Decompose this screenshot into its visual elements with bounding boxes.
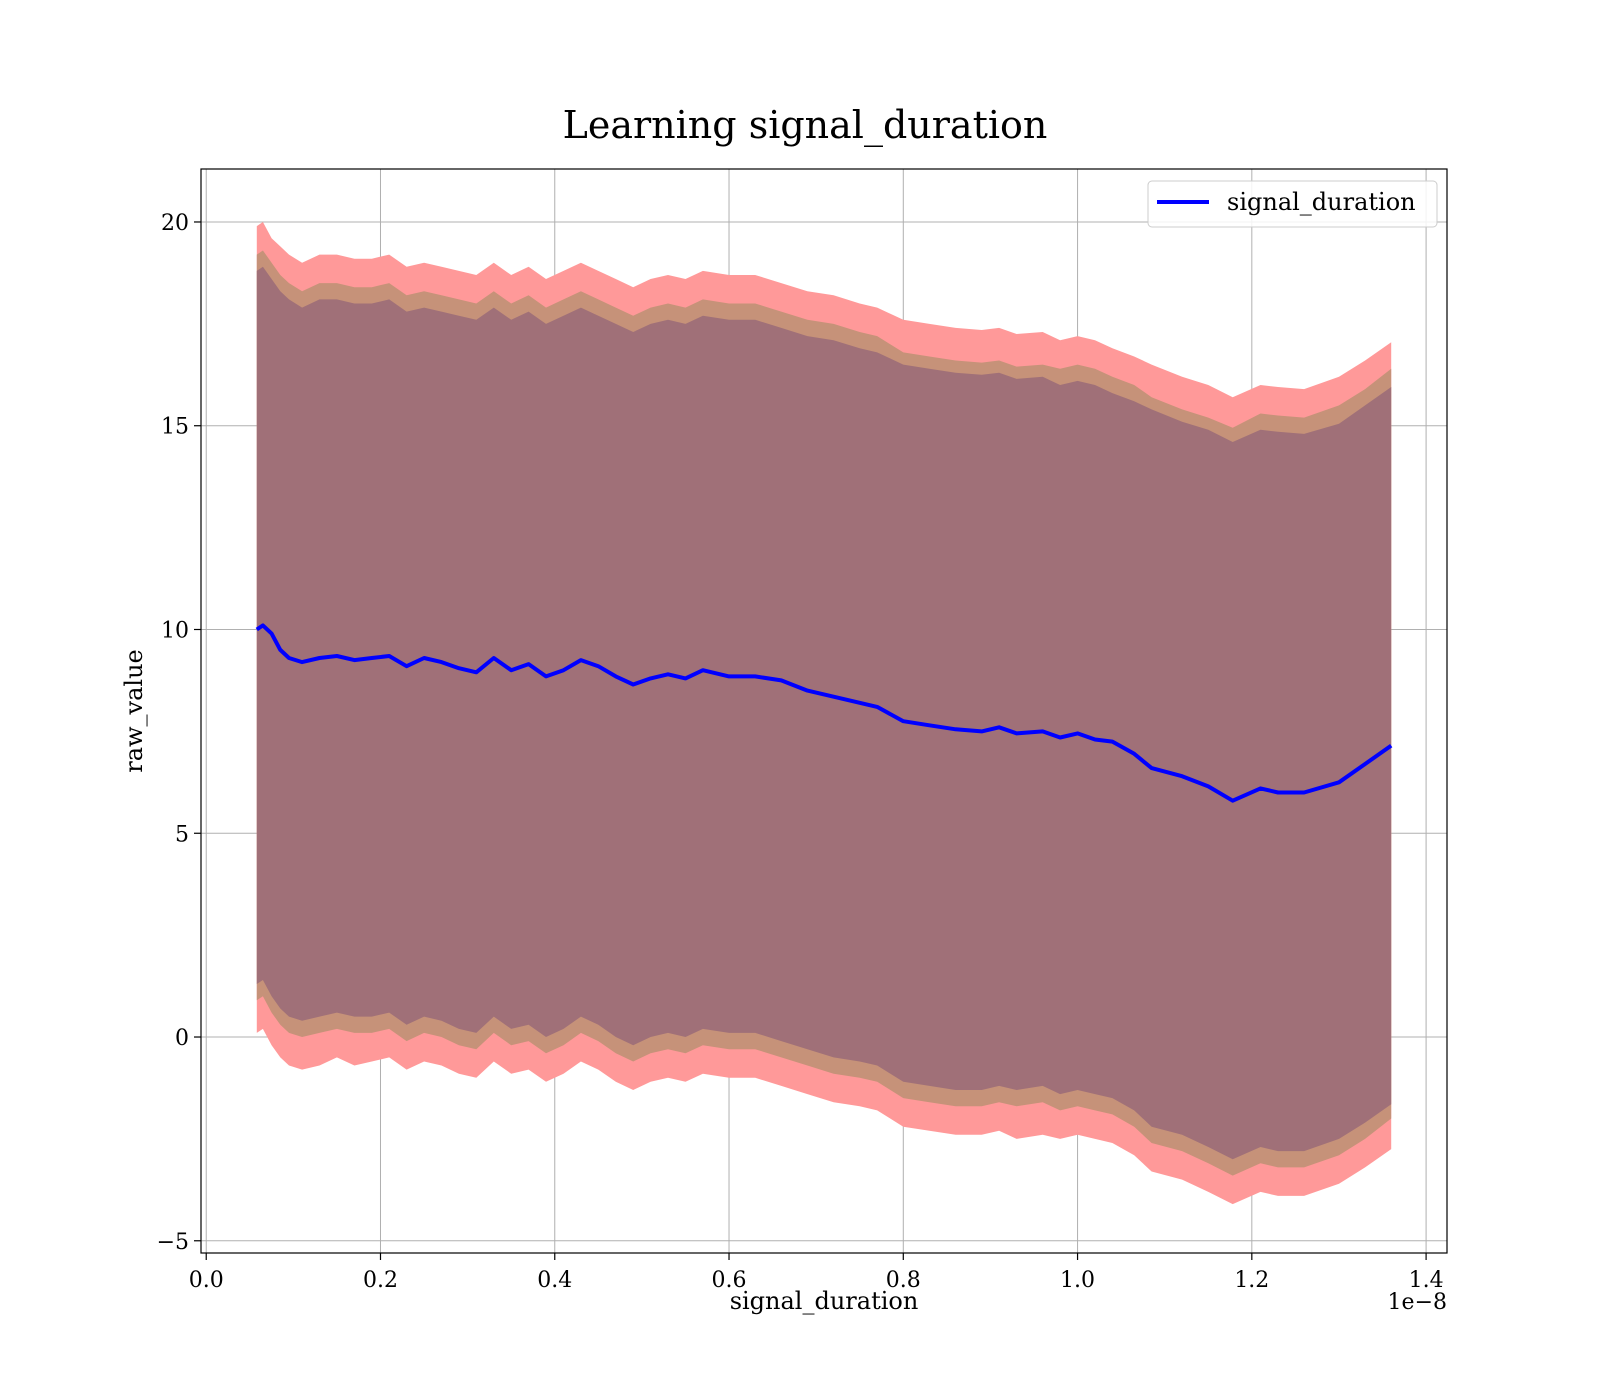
y-tick-label: −5 bbox=[157, 1230, 189, 1255]
series-lines bbox=[255, 623, 1393, 803]
x-tick-label: 0.6 bbox=[712, 1268, 747, 1293]
y-tick-label: 10 bbox=[161, 618, 189, 643]
x-axis-label: signal_duration bbox=[730, 1287, 919, 1315]
y-tick-label: 5 bbox=[175, 822, 189, 847]
chart-title: Learning signal_duration bbox=[563, 103, 1048, 148]
x-tick-label: 0.8 bbox=[886, 1268, 921, 1293]
y-tick-label: 0 bbox=[175, 1026, 189, 1051]
legend: signal_duration bbox=[1147, 180, 1438, 228]
y-tick-label: 15 bbox=[161, 415, 189, 440]
x-tick-label: 0.4 bbox=[537, 1268, 572, 1293]
x-tick-label: 1.0 bbox=[1060, 1268, 1095, 1293]
x-tick-label: 1.2 bbox=[1234, 1268, 1269, 1293]
x-tick-label: 0.0 bbox=[189, 1268, 224, 1293]
x-offset-label: 1e−8 bbox=[1388, 1290, 1447, 1315]
series-line-signal-duration bbox=[255, 623, 1393, 803]
plot-frame bbox=[200, 168, 1448, 1254]
y-axis-label: raw_value bbox=[120, 649, 148, 773]
x-tick-label: 0.2 bbox=[363, 1268, 398, 1293]
band-inner bbox=[256, 266, 1392, 1160]
y-tick-label: 20 bbox=[161, 211, 189, 236]
axis-ticks: 0.0 0.2 0.4 0.6 0.8 1.0 1.2 1.4 −5 0 5 10 15 20 bbox=[157, 211, 1444, 1293]
confidence-bands bbox=[256, 222, 1392, 1205]
legend-label-signal-duration: signal_duration bbox=[1227, 188, 1416, 216]
legend-box bbox=[1147, 180, 1438, 228]
x-tick-label: 1.4 bbox=[1409, 1268, 1444, 1293]
